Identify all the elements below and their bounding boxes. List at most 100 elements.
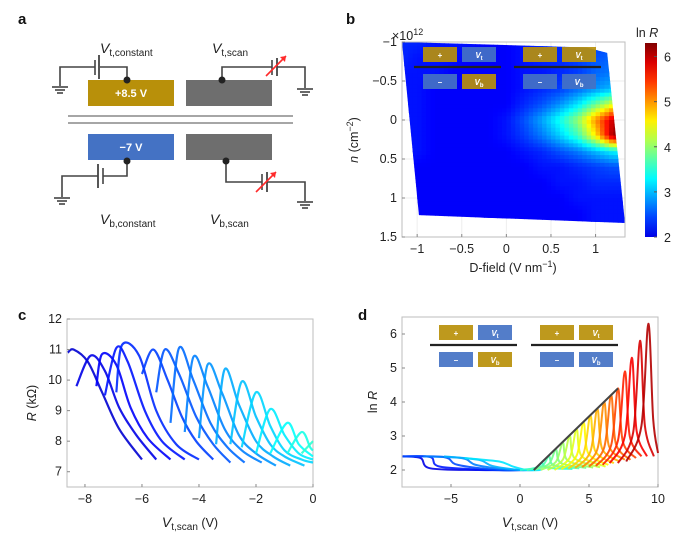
heatmap-cell	[515, 69, 521, 74]
heatmap-cell	[617, 151, 623, 156]
heatmap-cell	[555, 120, 561, 125]
heatmap-cell	[479, 221, 485, 223]
inset-minus-box	[439, 352, 473, 367]
resistance-curve	[103, 345, 186, 461]
heatmap-cell	[448, 112, 454, 117]
heatmap-cell	[595, 96, 601, 102]
heatmap-cell	[515, 182, 521, 187]
heatmap-cell	[600, 225, 605, 230]
heatmap-cell	[408, 108, 414, 113]
heatmap-cell	[546, 194, 552, 199]
heatmap-cell	[408, 201, 414, 207]
heatmap-cell	[426, 174, 432, 180]
heatmap-cell	[448, 182, 454, 187]
heatmap-cell	[484, 198, 490, 203]
heatmap-cell	[501, 162, 507, 168]
heatmap-cell	[573, 131, 579, 137]
heatmap-cell	[452, 190, 458, 195]
heatmap-cell	[492, 100, 499, 105]
heatmap-cell	[582, 225, 587, 230]
heatmap-cell	[627, 198, 632, 203]
heatmap-cell	[484, 201, 490, 207]
heatmap-cell	[538, 225, 543, 230]
heatmap-cell	[591, 162, 597, 168]
heatmap-ticks: −1 −0.5 0 0.5 1−1−0.500.511.5	[372, 35, 599, 256]
heatmap-cell	[426, 209, 432, 215]
label-vb-scan: Vb,scan	[210, 211, 249, 230]
heatmap-cell	[421, 131, 427, 137]
heatmap-cell	[595, 190, 601, 195]
heatmap-cell	[546, 190, 552, 195]
heatmap-cell	[555, 198, 561, 203]
heatmap-cell	[457, 147, 463, 152]
heatmap-cell	[417, 198, 423, 203]
heatmap-cell	[564, 108, 570, 113]
heatmap-cell	[435, 166, 441, 172]
heatmap-cell	[568, 209, 574, 215]
heatmap-cell	[559, 205, 565, 211]
heatmap-cell	[586, 112, 592, 117]
heatmap-cell	[573, 166, 579, 172]
heatmap-cell	[408, 84, 414, 90]
heatmap-cell	[600, 57, 606, 63]
heatmap-cell	[412, 88, 418, 94]
heatmap-cell	[550, 213, 557, 219]
heatmap-cell	[452, 166, 458, 172]
heatmap-cell	[550, 209, 557, 215]
heatmap-cell	[492, 217, 499, 222]
heatmap-cell	[488, 123, 494, 129]
heatmap-cell	[412, 104, 418, 109]
heatmap-cell	[528, 96, 534, 102]
heatmap-cell	[600, 100, 606, 105]
heatmap-cell	[488, 88, 494, 94]
heatmap-cell	[604, 151, 610, 156]
heatmap-cell	[577, 205, 583, 211]
heatmap-cell	[591, 190, 597, 195]
heatmap-cell	[475, 170, 481, 176]
heatmap-cell	[479, 213, 485, 219]
heatmap-cell	[528, 116, 534, 121]
heatmap-cell	[497, 96, 503, 102]
heatmap-cell	[608, 127, 615, 133]
heatmap-cell	[537, 186, 543, 191]
heatmap-cell	[488, 213, 494, 219]
heatmap-cell	[457, 127, 463, 133]
heatmap-cell	[600, 159, 606, 164]
heatmap-cell	[426, 42, 432, 47]
heatmap-cell	[627, 221, 632, 226]
heatmap-cell	[627, 93, 632, 98]
heatmap-cell	[492, 209, 499, 215]
heatmap-cell	[559, 155, 565, 160]
heatmap-cell	[426, 186, 432, 191]
heatmap-cell	[591, 209, 597, 215]
heatmap-cell	[608, 112, 615, 117]
heatmap-cell	[403, 81, 409, 86]
heatmap-cell	[417, 139, 423, 144]
heatmap-cell	[492, 147, 499, 152]
heatmap-cell	[600, 182, 606, 187]
heatmap-cell	[497, 61, 503, 66]
heatmap-cell	[613, 178, 619, 183]
heatmap-cell	[403, 135, 409, 141]
heatmap-cell	[408, 45, 414, 51]
heatmap-cell	[435, 217, 441, 222]
heatmap-cell	[408, 178, 414, 183]
heatmap-cell	[564, 135, 570, 141]
heatmap-cell	[412, 127, 418, 133]
heatmap-cell	[550, 170, 557, 176]
heatmap-cell	[452, 143, 458, 148]
gate-configuration-inset-b: + Vt– Vb+ Vt– Vb	[414, 47, 601, 89]
heatmap-cell	[564, 131, 570, 137]
heatmap-cell	[506, 194, 512, 199]
heatmap-cell	[501, 147, 507, 152]
heatmap-cell	[604, 108, 610, 113]
heatmap-cell	[515, 221, 521, 223]
heatmap-cell	[613, 143, 619, 148]
heatmap-cell	[479, 116, 485, 121]
heatmap-cell	[435, 209, 441, 215]
heatmap-cell	[479, 186, 485, 191]
heatmap-cell	[417, 182, 423, 187]
heatmap-cell	[564, 100, 570, 105]
heatmap-cell	[537, 135, 543, 141]
